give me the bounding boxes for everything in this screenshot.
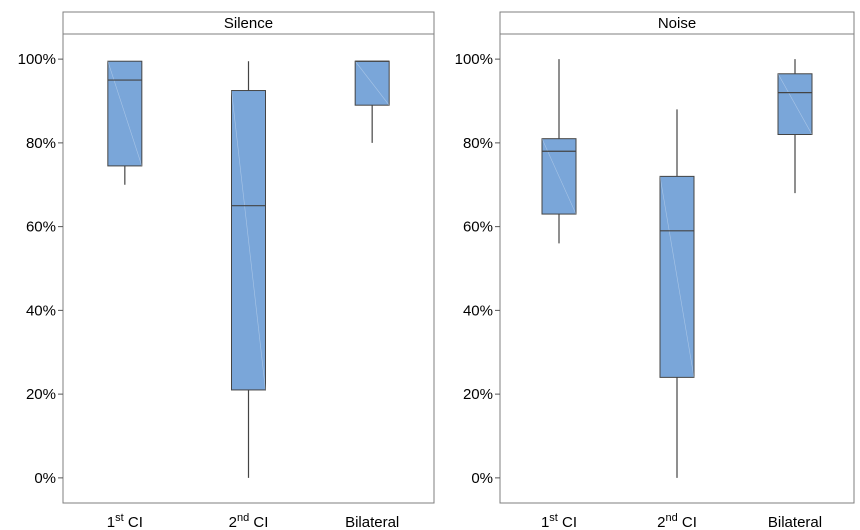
x-tick-label: 2nd CI (657, 512, 697, 530)
y-tick-label: 40% (26, 302, 56, 319)
y-tick-label: 100% (455, 51, 493, 68)
x-tick-label: 1st CI (107, 512, 143, 530)
y-tick-label: 20% (26, 386, 56, 403)
box-bilateral (354, 60, 390, 143)
box-2nd-ci (231, 61, 266, 478)
y-tick-label: 0% (471, 470, 493, 487)
panel-title: Silence (224, 15, 273, 32)
iqr-box (231, 90, 266, 391)
box-sheen (777, 73, 813, 135)
y-tick-label: 0% (34, 470, 56, 487)
x-tick-label: Bilateral (345, 514, 399, 530)
box-1st-ci (107, 60, 143, 185)
panel-title: Noise (658, 15, 696, 32)
panel-2: Noise 0% 20% 40% 60% 80% 100% 1st CI 2nd CI Bilat… (455, 11, 855, 530)
iqr-box (354, 60, 390, 106)
box-sheen (231, 90, 266, 390)
x-tick-label: 2nd CI (229, 512, 269, 530)
iqr-box (107, 60, 143, 167)
box-bilateral (777, 59, 813, 194)
x-tick-label: 1st CI (541, 512, 577, 530)
iqr-box (777, 73, 813, 135)
y-tick-label: 100% (18, 51, 56, 68)
y-tick-label: 20% (463, 386, 493, 403)
y-tick-label: 80% (463, 135, 493, 152)
y-tick-label: 60% (463, 219, 493, 236)
box-1st-ci (541, 59, 577, 244)
box-sheen (107, 61, 143, 166)
x-tick-label: Bilateral (768, 514, 822, 530)
box-sheen (659, 176, 695, 378)
box-2nd-ci (659, 109, 695, 478)
iqr-box (659, 175, 695, 378)
panel-strip (62, 11, 435, 35)
y-tick-label: 80% (26, 135, 56, 152)
y-tick-label: 60% (26, 219, 56, 236)
box-sheen (354, 61, 390, 106)
panel-strip (499, 11, 855, 35)
panel-1: Silence 0% 20% 40% 60% 80% 100% 1st CI 2nd CI Bil… (18, 11, 435, 530)
y-tick-label: 40% (463, 302, 493, 319)
